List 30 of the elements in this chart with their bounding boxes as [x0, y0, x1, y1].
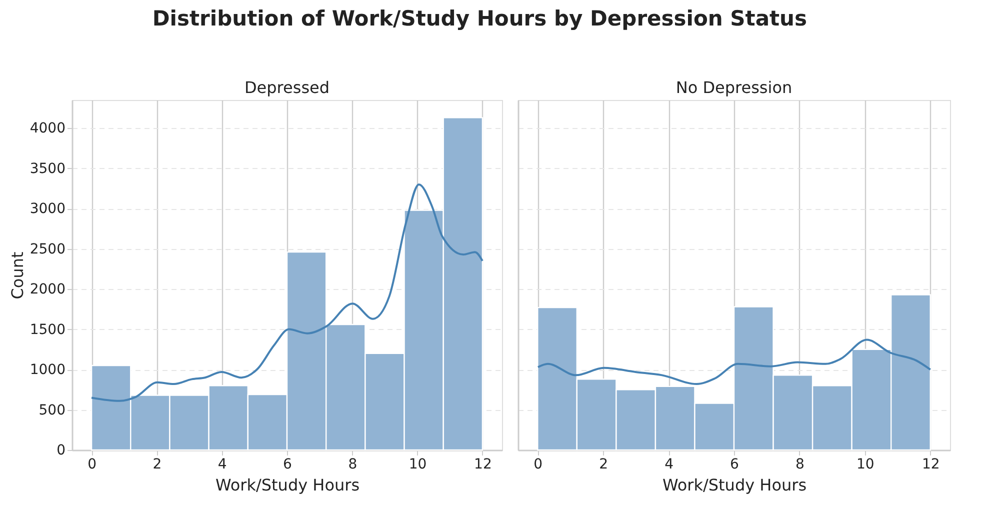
y-tick-label: 1500 [30, 322, 66, 338]
x-tick-label: 12 [474, 456, 492, 472]
x-tick-label: 10 [856, 456, 874, 472]
y-axis-title: Count [8, 252, 27, 300]
x-tick-label: 6 [730, 456, 740, 472]
y-tick-label: 2500 [30, 241, 66, 258]
line-series [90, 183, 484, 402]
y-tick-label: 1000 [30, 362, 66, 378]
y-tick-label: 500 [38, 402, 66, 418]
y-tick-label: 2000 [30, 282, 66, 298]
x-tick-label: 2 [152, 456, 162, 472]
x-tick-label: 4 [218, 456, 227, 472]
x-tick-label: 10 [408, 456, 427, 472]
x-tick-label: 8 [348, 456, 358, 472]
x-tick-label: 2 [599, 456, 608, 472]
x-axis-title: Work/Study Hours [662, 476, 807, 494]
chart-subtitle: Depressed [244, 78, 330, 97]
y-tick-label: 0 [56, 442, 66, 458]
x-tick-label: 0 [534, 456, 543, 472]
x-tick-label: 12 [922, 456, 940, 472]
chart-title: Distribution of Work/Study Hours by Depression Status [152, 6, 808, 30]
y-tick-label: 3500 [30, 160, 66, 177]
x-axis-title: Work/Study Hours [215, 476, 360, 494]
x-tick-label: 8 [795, 456, 804, 472]
x-tick-label: 0 [88, 456, 97, 472]
x-tick-label: 6 [283, 456, 292, 472]
x-tick-label: 4 [664, 456, 674, 472]
y-tick-label: 4000 [30, 120, 66, 137]
chart-subtitle: No Depression [676, 78, 792, 97]
y-tick-label: 3000 [30, 201, 66, 218]
